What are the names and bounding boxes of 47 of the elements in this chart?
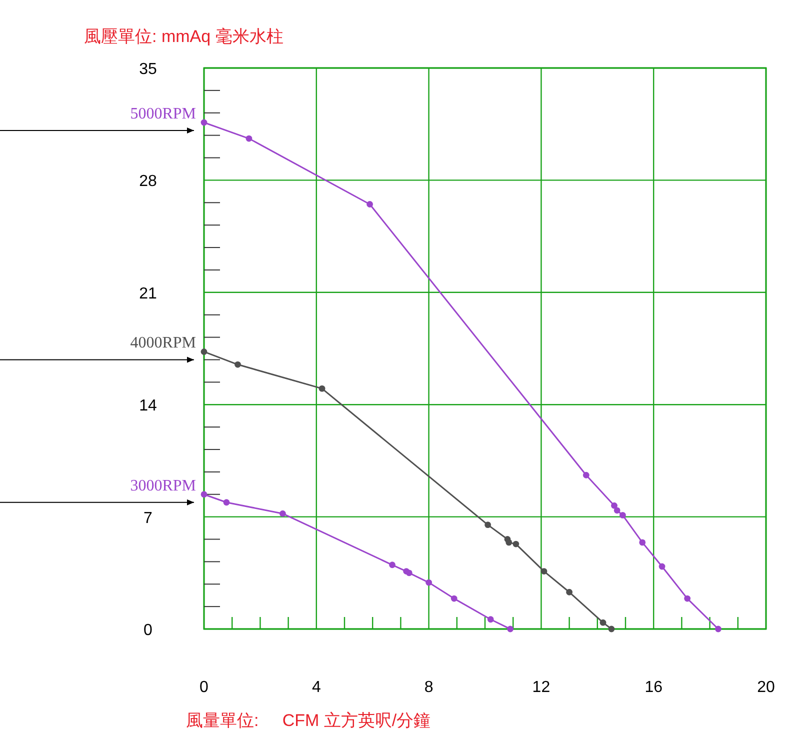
point [234,361,241,368]
point [540,568,548,574]
point [389,562,396,568]
series-label: 3000RPM [130,477,196,494]
point [582,472,590,478]
x-tick-label: 0 [200,679,209,696]
point [450,595,458,602]
point [608,626,615,632]
point [484,522,492,528]
point [611,502,618,509]
point [426,579,432,586]
point [200,491,208,498]
point [246,135,252,142]
point [639,539,646,546]
point [487,616,494,623]
y-tick-label: 14 [139,398,157,415]
x-tick-label: 16 [644,679,663,696]
y-tick-label: 0 [144,622,153,639]
y-tick-label: 21 [139,285,157,302]
x-tick-label: 20 [757,679,775,696]
point [279,510,286,517]
series-label: 4000RPM [130,334,196,352]
point [223,499,230,506]
point [658,563,666,570]
x-tick-label: 8 [424,679,434,696]
y-axis-title: 風壓單位: mmAq 毫米水柱 [84,27,284,46]
y-tick-label: 7 [144,510,153,527]
y-tick-label: 28 [139,173,157,190]
point [200,348,208,355]
point [406,570,412,576]
point [619,512,626,518]
point [506,539,512,546]
point [366,201,373,208]
point [614,507,620,514]
point [684,595,691,602]
point [200,119,208,126]
point [512,540,520,548]
point [600,619,606,626]
series-label: 5000RPM [130,105,196,122]
point [715,626,722,632]
point [318,385,326,392]
x-axis-title: 風量單位: CFM 立方英呎/分鐘 [186,711,431,730]
x-tick-label: 12 [532,679,550,696]
y-tick-label: 35 [139,61,157,78]
point [566,588,572,596]
x-tick-label: 4 [312,679,321,696]
point [507,626,514,632]
